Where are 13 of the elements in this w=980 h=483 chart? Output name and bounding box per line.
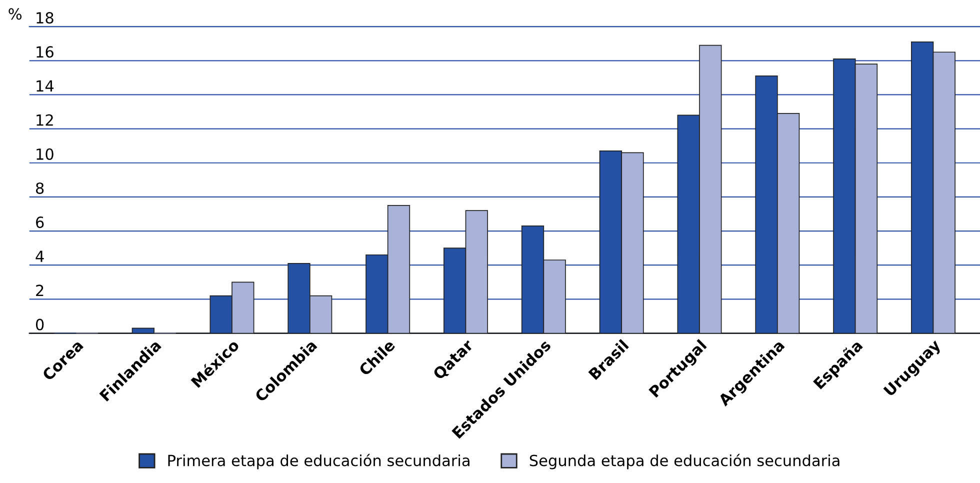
y-tick-label: 12 [36,114,53,126]
y-axis-title: % [8,8,22,20]
legend-label: Segunda etapa de educación secundaria [530,454,840,470]
y-tick-label: 0 [36,318,44,330]
legend-label: Primera etapa de educación secundaria [168,454,470,470]
y-tick-label: 18 [36,12,54,24]
y-tick-label: 10 [36,148,54,160]
y-tick-label: 6 [36,216,44,228]
y-tick-label: 4 [36,250,44,262]
y-tick-label: 8 [36,182,44,194]
y-tick-label: 2 [36,284,44,296]
y-tick-label: 14 [36,80,54,92]
y-tick-label: 16 [36,46,54,58]
